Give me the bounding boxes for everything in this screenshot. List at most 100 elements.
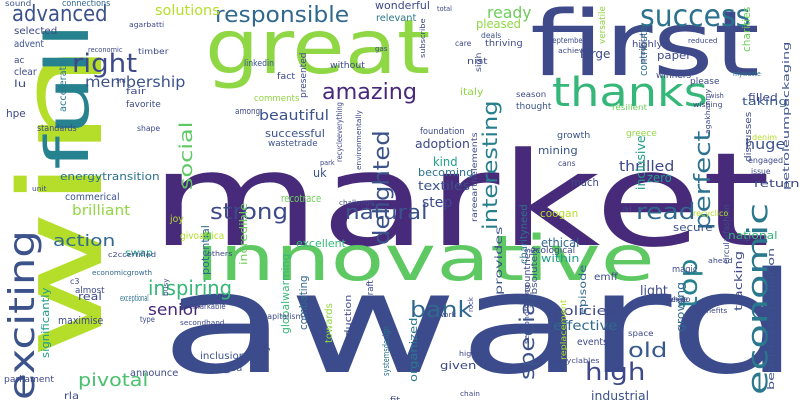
word-mywaste: mywaste <box>733 70 761 78</box>
word-large: large <box>580 47 611 61</box>
word-rla: rla <box>64 391 80 400</box>
word-ai: ai <box>622 205 632 213</box>
word-replacement: replacement <box>559 299 568 360</box>
word-membership: membership <box>85 73 186 91</box>
word-high: high <box>585 358 646 386</box>
word-growth: growth <box>557 131 591 141</box>
word-national: national <box>728 229 778 242</box>
word-real: real <box>78 290 102 303</box>
word-italy: italy <box>460 87 484 98</box>
word-almost: almost <box>75 286 105 296</box>
word-beatplasticpollution: beatplasticpollution <box>767 247 777 390</box>
word-announce: announce <box>130 368 179 379</box>
word-social: social <box>176 121 197 190</box>
word-foundation: foundation <box>420 127 465 137</box>
word-capitalism: capitalism <box>263 312 304 321</box>
word-recycleeverything: recycleeverything <box>335 102 344 162</box>
word-care: care <box>455 39 472 48</box>
word-deals: deals <box>481 31 502 40</box>
word-towards: towards <box>324 303 335 343</box>
word-filled: filled <box>748 91 778 104</box>
word-success: success <box>640 0 751 34</box>
word-produce: produce <box>639 33 647 63</box>
word-delighted: delighted <box>370 130 395 245</box>
word-fit: fit <box>390 397 400 400</box>
word-expo: expo <box>671 295 691 304</box>
word-clear: clear <box>14 67 37 78</box>
word-maximise: maximise <box>58 314 104 327</box>
word-responsible: responsible <box>215 3 350 28</box>
word-c3: c3 <box>70 277 80 286</box>
word-kind: kind <box>433 155 458 169</box>
word-comments: comments <box>254 94 300 104</box>
word-strong: strong <box>210 200 289 225</box>
word-standards: standards <box>37 124 77 134</box>
word-significantly: significantly <box>39 287 52 358</box>
word-secondhand: secondhand <box>180 319 225 327</box>
word-successful: successful <box>265 127 325 140</box>
word-achieve: achieve <box>558 47 589 55</box>
word-first: first <box>530 0 760 97</box>
word-zero: zero <box>647 171 672 185</box>
word-work: work <box>438 311 456 319</box>
word-secure: secure <box>673 221 713 234</box>
word-chain: chain <box>460 390 480 398</box>
word-hpe: hpe <box>6 107 26 120</box>
word-senior: senior <box>148 300 201 319</box>
word-light: light <box>640 284 668 299</box>
word-challenge: challenge <box>339 199 374 207</box>
word-wishing: wishing <box>693 101 723 109</box>
word-given: given <box>440 359 477 372</box>
word-beautiful: beautiful <box>259 108 330 124</box>
word-much: much <box>571 176 599 189</box>
word-economicgrowth: economicgrowth <box>92 269 153 277</box>
word-joy: joy <box>170 214 184 225</box>
word-linkedin: linkedin <box>244 59 275 69</box>
word-ac: ac <box>14 56 25 66</box>
word-organized: organized <box>407 317 420 382</box>
word-busy: busy <box>162 278 170 296</box>
word-episode: episode <box>578 264 589 315</box>
word-provides: provides <box>494 226 505 295</box>
word-whole: whole <box>668 295 688 304</box>
word-thriving: thriving <box>485 39 523 49</box>
word-remarkable: remarkable <box>186 302 226 311</box>
word-inspiring: inspiring <box>148 276 233 300</box>
word-uk: uk <box>313 166 327 180</box>
word-please: please <box>690 77 720 87</box>
word-old: old <box>628 338 668 362</box>
word-selected: selected <box>14 26 58 37</box>
word-greece: greece <box>626 129 657 139</box>
word-incredible: incredible <box>237 203 250 265</box>
word-systemsdesign: systemsdesign <box>382 325 392 376</box>
word-tracking: tracking <box>732 250 745 311</box>
word-benefits: benefits <box>697 307 728 315</box>
word-craft: craft <box>366 280 376 300</box>
word-industrial: industrial <box>591 389 650 400</box>
word-presented: presented <box>299 52 309 98</box>
word-mining: mining <box>538 144 578 157</box>
word-return: return <box>754 177 800 190</box>
word-globalwarming: globalwarming <box>279 253 292 334</box>
word-inclusion: inclusion <box>200 351 246 362</box>
word-growing: growing <box>674 282 687 332</box>
word-accelerate: accelerate <box>58 60 69 112</box>
word-effective: effective <box>553 319 618 334</box>
word-within: within <box>541 252 580 265</box>
word-pivotal: pivotal <box>78 370 149 391</box>
word-c2ccertified: c2ccertified <box>108 251 157 259</box>
word-space: space <box>628 329 654 338</box>
word-issue: issue <box>751 167 771 176</box>
word-combating: combating <box>297 275 310 330</box>
word-thanks: thanks <box>552 70 708 116</box>
word-commerical: commerical <box>65 192 120 203</box>
word-wish: wish <box>709 92 724 100</box>
word-recotrace: recotrace <box>281 192 322 205</box>
word-shape: shape <box>137 124 161 133</box>
word-favorite: favorite <box>126 100 161 110</box>
word-type: type <box>140 315 155 324</box>
word-parliament: parliament <box>4 375 54 385</box>
word-award: award <box>160 243 800 400</box>
word-taking: taking <box>742 95 788 108</box>
